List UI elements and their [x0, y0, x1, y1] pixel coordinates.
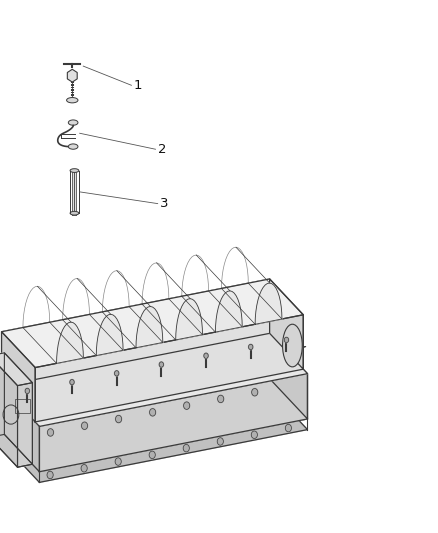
Ellipse shape [70, 168, 79, 173]
Ellipse shape [68, 144, 78, 149]
Polygon shape [0, 382, 39, 472]
Polygon shape [136, 306, 163, 348]
Polygon shape [2, 279, 270, 386]
Polygon shape [215, 291, 242, 332]
Polygon shape [2, 279, 303, 368]
Text: 1: 1 [134, 79, 142, 92]
Circle shape [284, 337, 289, 343]
Polygon shape [0, 329, 307, 426]
Polygon shape [0, 374, 307, 472]
Polygon shape [35, 315, 303, 422]
Circle shape [183, 445, 189, 452]
Polygon shape [39, 374, 307, 472]
Polygon shape [270, 279, 303, 369]
Text: 2: 2 [158, 143, 166, 156]
Polygon shape [0, 329, 265, 427]
Circle shape [217, 438, 223, 445]
Circle shape [204, 353, 208, 358]
Polygon shape [0, 434, 32, 467]
Polygon shape [176, 298, 202, 340]
Circle shape [116, 415, 122, 423]
Circle shape [114, 370, 119, 376]
Polygon shape [0, 356, 18, 467]
Circle shape [81, 465, 87, 472]
Circle shape [252, 389, 258, 396]
Polygon shape [265, 329, 307, 419]
Polygon shape [0, 353, 32, 386]
Circle shape [149, 451, 155, 458]
Ellipse shape [70, 211, 79, 215]
Circle shape [149, 409, 155, 416]
Polygon shape [67, 69, 77, 82]
Circle shape [115, 458, 121, 465]
Polygon shape [0, 385, 307, 482]
Polygon shape [57, 322, 83, 364]
Circle shape [184, 402, 190, 409]
Circle shape [81, 422, 88, 430]
Ellipse shape [67, 98, 78, 103]
Ellipse shape [68, 120, 78, 125]
Circle shape [25, 388, 29, 393]
Circle shape [159, 362, 163, 367]
Polygon shape [255, 283, 282, 324]
Circle shape [285, 424, 291, 432]
Circle shape [248, 344, 253, 350]
Circle shape [70, 379, 74, 385]
Polygon shape [2, 332, 35, 422]
Polygon shape [4, 353, 32, 464]
Circle shape [14, 435, 20, 443]
Text: 3: 3 [160, 197, 168, 210]
Circle shape [218, 395, 224, 402]
Circle shape [251, 431, 258, 439]
Polygon shape [18, 383, 32, 467]
Ellipse shape [283, 324, 302, 367]
Circle shape [47, 471, 53, 479]
Polygon shape [96, 314, 123, 356]
Circle shape [47, 429, 53, 436]
